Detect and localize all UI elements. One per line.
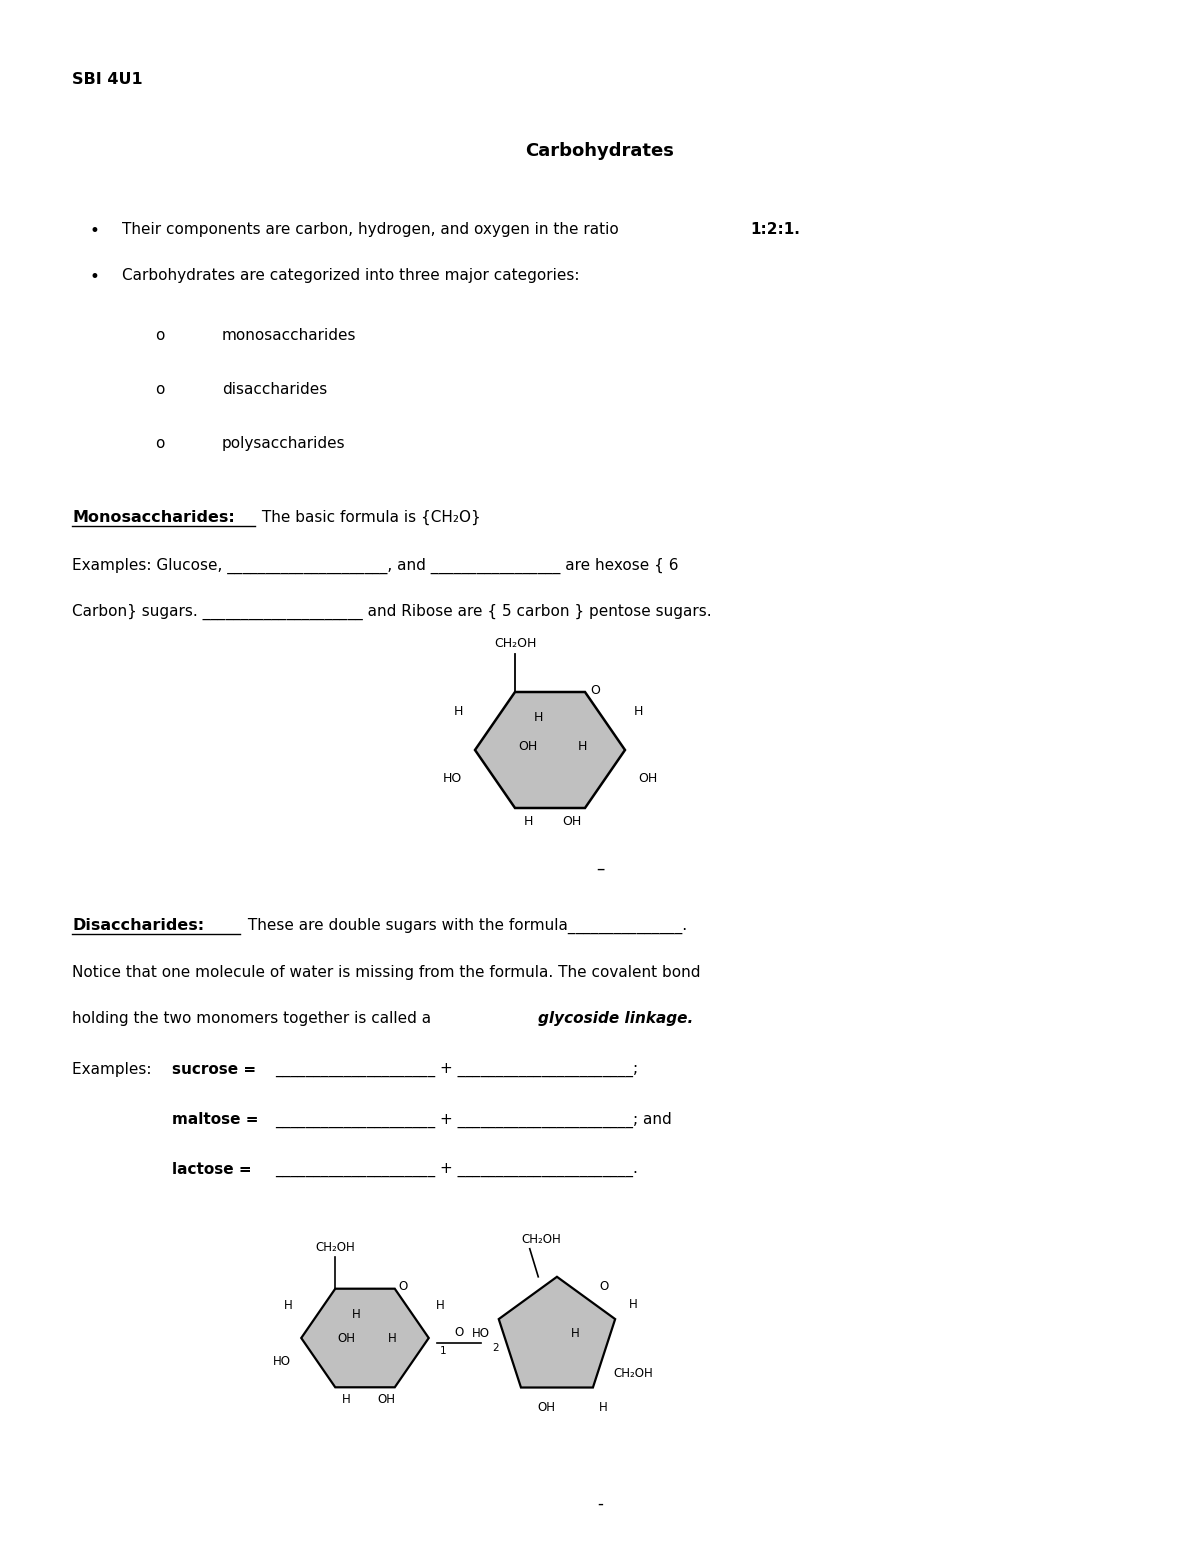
Text: disaccharides: disaccharides — [222, 382, 328, 398]
Text: H: H — [599, 1401, 608, 1415]
Text: H: H — [454, 705, 463, 719]
Text: •: • — [90, 269, 100, 286]
Polygon shape — [475, 693, 625, 808]
Text: CH₂OH: CH₂OH — [494, 637, 536, 651]
Text: Examples: Glucose, _____________________, and _________________ are hexose { 6: Examples: Glucose, _____________________… — [72, 558, 678, 575]
Text: Their components are carbon, hydrogen, and oxygen in the ratio: Their components are carbon, hydrogen, a… — [122, 222, 624, 238]
Text: Disaccharides:: Disaccharides: — [72, 918, 204, 933]
Text: H: H — [523, 815, 533, 828]
Text: lactose =: lactose = — [172, 1162, 257, 1177]
Text: The basic formula is {CH₂O}: The basic formula is {CH₂O} — [257, 509, 481, 525]
Polygon shape — [499, 1277, 616, 1387]
Text: Carbohydrates: Carbohydrates — [526, 141, 674, 160]
Text: H: H — [571, 1328, 580, 1340]
Text: _____________________ + _______________________.: _____________________ + ________________… — [275, 1162, 638, 1177]
Text: holding the two monomers together is called a: holding the two monomers together is cal… — [72, 1011, 436, 1027]
Text: _____________________ + _______________________; and: _____________________ + ________________… — [275, 1112, 672, 1127]
Text: O: O — [590, 683, 600, 696]
Text: HO: HO — [272, 1356, 290, 1368]
Text: H: H — [634, 705, 643, 719]
Text: HO: HO — [472, 1328, 490, 1340]
Text: HO: HO — [443, 772, 462, 784]
Text: SBI 4U1: SBI 4U1 — [72, 71, 143, 87]
Text: CH₂OH: CH₂OH — [316, 1241, 355, 1253]
Text: H: H — [533, 711, 542, 725]
Text: Notice that one molecule of water is missing from the formula. The covalent bond: Notice that one molecule of water is mis… — [72, 964, 701, 980]
Text: OH: OH — [563, 815, 582, 828]
Text: •: • — [90, 222, 100, 241]
Text: Monosaccharides:: Monosaccharides: — [72, 509, 235, 525]
Text: H: H — [436, 1300, 444, 1312]
Text: OH: OH — [538, 1401, 556, 1415]
Text: –: – — [596, 860, 604, 877]
Polygon shape — [301, 1289, 428, 1387]
Text: O: O — [398, 1281, 408, 1294]
Text: OH: OH — [638, 772, 658, 784]
Text: 1: 1 — [440, 1346, 446, 1356]
Text: H: H — [388, 1331, 396, 1345]
Text: -: - — [598, 1496, 602, 1513]
Text: maltose =: maltose = — [172, 1112, 258, 1127]
Text: CH₂OH: CH₂OH — [613, 1367, 653, 1381]
Text: These are double sugars with the formula_______________.: These are double sugars with the formula… — [244, 918, 688, 935]
Text: H: H — [342, 1393, 350, 1405]
Text: Carbon} sugars. _____________________ and Ribose are { 5 carbon } pentose sugars: Carbon} sugars. _____________________ an… — [72, 604, 712, 620]
Text: O: O — [599, 1281, 608, 1294]
Text: H: H — [629, 1297, 638, 1311]
Text: H: H — [284, 1300, 293, 1312]
Text: OH: OH — [337, 1331, 355, 1345]
Text: 2: 2 — [492, 1343, 499, 1353]
Text: Carbohydrates are categorized into three major categories:: Carbohydrates are categorized into three… — [122, 269, 580, 283]
Text: CH₂OH: CH₂OH — [522, 1233, 562, 1246]
Text: _____________________ + _______________________;: _____________________ + ________________… — [275, 1062, 638, 1076]
Text: o: o — [155, 328, 164, 343]
Text: OH: OH — [377, 1393, 395, 1405]
Text: sucrose =: sucrose = — [172, 1062, 256, 1076]
Text: H: H — [352, 1308, 361, 1320]
Text: o: o — [155, 382, 164, 398]
Text: o: o — [155, 436, 164, 450]
Text: monosaccharides: monosaccharides — [222, 328, 356, 343]
Text: polysaccharides: polysaccharides — [222, 436, 346, 450]
Text: OH: OH — [518, 741, 538, 753]
Text: Examples:: Examples: — [72, 1062, 156, 1076]
Text: O: O — [454, 1326, 463, 1339]
Text: glycoside linkage.: glycoside linkage. — [538, 1011, 694, 1027]
Text: 1:2:1.: 1:2:1. — [750, 222, 800, 238]
Text: H: H — [577, 741, 587, 753]
